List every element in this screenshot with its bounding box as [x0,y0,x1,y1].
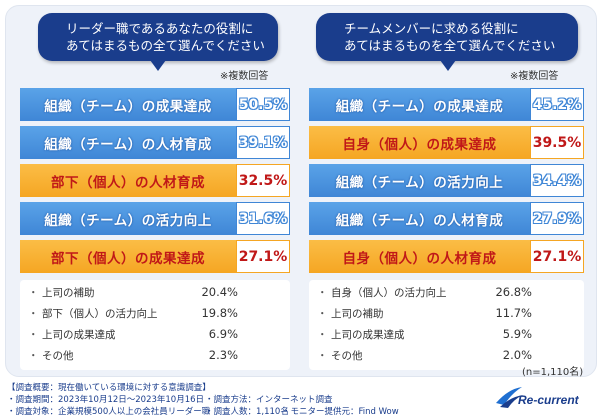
left-bar-label: 部下（個人）の人材育成 [51,174,205,191]
sample-size: (n=1,110名) [522,367,584,378]
footer-survey-title: 【調査概要：現在働いている環境に対する意識調査】 [7,383,211,393]
right-bar: 自身（個人）の人材育成 27.1% [309,240,584,273]
right-other-answer-value: 2.0% [502,348,532,362]
right-bar-label: 自身（個人）の成果達成 [342,136,497,153]
right-bullet: ・ [317,349,328,362]
right-bar-value: 27.9% [530,202,584,235]
right-bar-label: 組織（チーム）の人材育成 [335,212,504,229]
right-other-answer-row: ・上司の成果達成 5.9% [317,323,532,345]
left-other-answer-row: ・上司の成果達成 6.9% [28,323,238,345]
right-question-line: あてはまるものを全て選んでください [344,38,556,53]
left-other-answer-row: ・部下（個人）の活力向上 19.8% [28,302,238,324]
right-bar: 自身（個人）の成果達成 39.5% [309,126,584,159]
left-bar-value: 39.1% [236,126,290,159]
right-other-answer-value: 26.8% [495,285,532,299]
left-bar-value: 32.5% [236,164,290,197]
left-bubble-tail [150,60,166,71]
logo-text: Re-current [518,393,579,407]
right-question-line: チームメンバーに求める役割に [344,21,519,36]
left-other-answer-label: 上司の補助 [42,286,95,299]
right-bar-value: 39.5% [530,126,584,159]
right-multiple-answer-note: ※複数回答 [510,71,559,82]
right-bar-value: 34.4% [530,164,584,197]
left-bar: 部下（個人）の人材育成 32.5% [20,164,290,197]
left-other-answer-row: ・上司の補助 20.4% [28,281,238,303]
right-bullet: ・ [317,328,328,341]
left-other-answer-label: その他 [42,349,74,362]
left-bullet: ・ [28,286,39,299]
left-question-line: リーダー職であるあなたの役割に [66,21,254,36]
left-other-answer-label: 上司の成果達成 [42,328,116,341]
right-bar-value: 45.2% [530,88,584,121]
right-bar: 組織（チーム）の活力向上 34.4% [309,164,584,197]
recurrent-logo: Re-current [494,383,596,411]
left-bar-label: 組織（チーム）の成果達成 [44,98,212,115]
right-other-answer-label: 上司の補助 [331,307,384,320]
left-bullet: ・ [28,307,39,320]
left-other-answer-label: 部下（個人）の活力向上 [42,307,158,320]
right-other-answer-row: ・上司の補助 11.7% [317,302,532,324]
right-question-bubble: チームメンバーに求める役割にあてはまるものを全て選んでください [316,13,578,61]
left-other-answer-value: 20.4% [201,285,238,299]
footer-target: ・調査対象：企業規模500人以上の会社員リーダー職 [7,407,211,416]
right-bar: 組織（チーム）の人材育成 27.9% [309,202,584,235]
right-bar-label: 自身（個人）の人材育成 [342,250,497,267]
footer-count: ・調査人数：1,110名 [205,407,289,416]
right-other-answer-value: 11.7% [495,306,532,320]
left-bar-label: 組織（チーム）の人材育成 [44,136,212,153]
footer-period: ・調査期間：2023年10月12日〜2023年10月16日 [7,395,205,405]
left-bar-label: 部下（個人）の成果達成 [51,250,205,267]
right-bar: 組織（チーム）の成果達成 45.2% [309,88,584,121]
right-other-answer-value: 5.9% [502,327,532,341]
right-other-answer-row: ・自身（個人）の活力向上 26.8% [317,281,532,303]
left-bar: 組織（チーム）の成果達成 50.5% [20,88,290,121]
left-other-answer-row: ・その他 2.3% [28,344,238,366]
left-other-answers-box [20,280,290,370]
right-bubble-tail [440,60,456,71]
right-bar-label: 組織（チーム）の活力向上 [335,174,504,191]
left-bar: 組織（チーム）の人材育成 39.1% [20,126,290,159]
left-question-line: あてはまるもの全て選んでください [66,38,265,53]
left-bullet: ・ [28,349,39,362]
right-bullet: ・ [317,307,328,320]
left-bar-value: 31.6% [236,202,290,235]
left-question-bubble: リーダー職であるあなたの役割に あてはまるもの全て選んでください [38,13,278,61]
right-other-answer-label: その他 [331,349,363,362]
right-bar-value: 27.1% [530,240,584,273]
left-other-answer-value: 19.8% [201,306,238,320]
left-multiple-answer-note: ※複数回答 [220,71,269,82]
right-other-answer-row: ・その他 2.0% [317,344,532,366]
footer-method: ・調査方法：インターネット調査 [205,395,333,405]
right-bullet: ・ [317,286,328,299]
left-bar-value: 27.1% [236,240,290,273]
footer-provider: ・モニター提供元：Find Wow [282,407,399,416]
left-bar-label: 組織（チーム）の活力向上 [44,212,212,229]
left-bar: 部下（個人）の成果達成 27.1% [20,240,290,273]
left-bar: 組織（チーム）の活力向上 31.6% [20,202,290,235]
left-bar-value: 50.5% [236,88,290,121]
right-other-answer-label: 自身（個人）の活力向上 [331,286,447,299]
left-other-answer-value: 6.9% [208,327,238,341]
left-bullet: ・ [28,328,39,341]
logo-swoosh-icon [496,387,523,408]
right-bar-label: 組織（チーム）の成果達成 [335,98,504,115]
left-other-answer-value: 2.3% [208,348,238,362]
right-other-answer-label: 上司の成果達成 [331,328,405,341]
right-other-answers-box [309,280,584,370]
